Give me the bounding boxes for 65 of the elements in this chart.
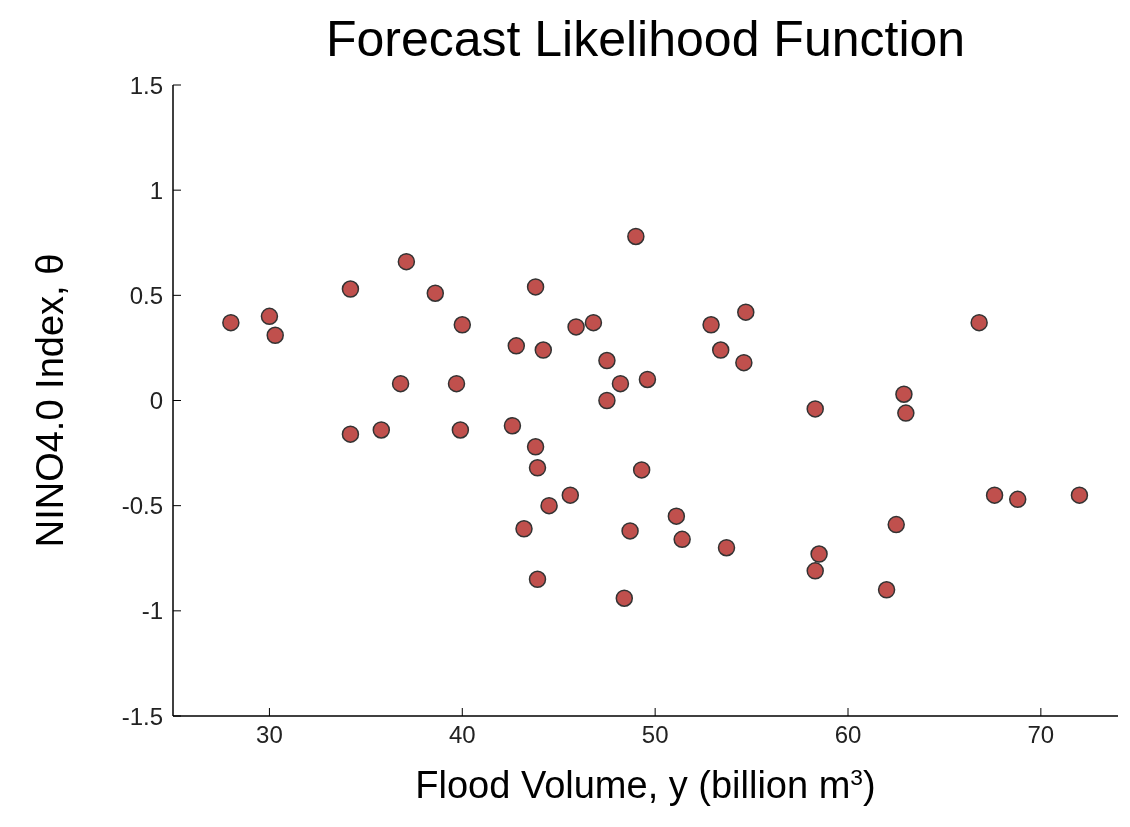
- point: [615, 589, 634, 607]
- point: [887, 515, 905, 534]
- point: [503, 416, 522, 435]
- x-tick-label: 30: [256, 721, 283, 749]
- x-tick-label: 40: [448, 721, 476, 749]
- point: [810, 545, 828, 563]
- point: [621, 522, 639, 540]
- point: [540, 496, 558, 515]
- point: [528, 570, 547, 589]
- point: [897, 404, 915, 422]
- point: [507, 337, 526, 355]
- point: [985, 486, 1004, 504]
- point: [735, 353, 753, 372]
- point: [806, 562, 824, 580]
- point: [673, 530, 691, 549]
- point: [627, 227, 645, 246]
- point: [806, 400, 824, 418]
- point: [515, 520, 533, 538]
- y-axis-title: NINO4.0 Index, θ: [29, 253, 72, 548]
- y-tick-label: 1.5: [129, 71, 163, 99]
- point: [534, 341, 553, 359]
- point: [667, 507, 686, 525]
- point: [584, 313, 603, 332]
- y-tick-label: 0.5: [129, 281, 163, 309]
- point: [598, 391, 616, 410]
- point: [397, 252, 416, 271]
- point: [451, 421, 470, 439]
- point: [266, 326, 284, 345]
- x-axis-title: Flood Volume, y (billion m$^{3}$): [415, 764, 876, 806]
- point: [877, 581, 896, 599]
- x-tick-label: 50: [641, 721, 669, 749]
- x-tick-label: 60: [834, 721, 862, 749]
- chart-title: Forecast Likelihood Function: [324, 10, 967, 68]
- point: [341, 280, 360, 298]
- y-tick-label: -1: [141, 597, 163, 625]
- point: [222, 313, 240, 332]
- point: [341, 425, 360, 443]
- point: [260, 307, 279, 326]
- point: [711, 341, 730, 359]
- point: [391, 374, 410, 393]
- point: [702, 316, 720, 334]
- point: [717, 538, 736, 557]
- point: [526, 438, 545, 456]
- point: [426, 284, 445, 302]
- y-tick-label: -1.5: [121, 702, 163, 730]
- point: [447, 374, 466, 393]
- point: [528, 459, 547, 477]
- point: [632, 461, 651, 479]
- y-tick-label: 1: [149, 176, 163, 204]
- x-tick-label: 70: [1027, 721, 1055, 749]
- point: [372, 421, 391, 439]
- y-tick-label: -0.5: [121, 492, 163, 520]
- point: [638, 370, 657, 389]
- point: [598, 351, 616, 370]
- point: [561, 486, 580, 504]
- point: [526, 278, 545, 296]
- point: [567, 318, 585, 336]
- point: [970, 313, 988, 332]
- point: [611, 374, 630, 393]
- point: [453, 316, 472, 334]
- point: [1008, 490, 1027, 509]
- point: [1070, 486, 1089, 504]
- y-tick-label: 0: [149, 387, 163, 415]
- point: [895, 385, 913, 403]
- point: [737, 303, 755, 321]
